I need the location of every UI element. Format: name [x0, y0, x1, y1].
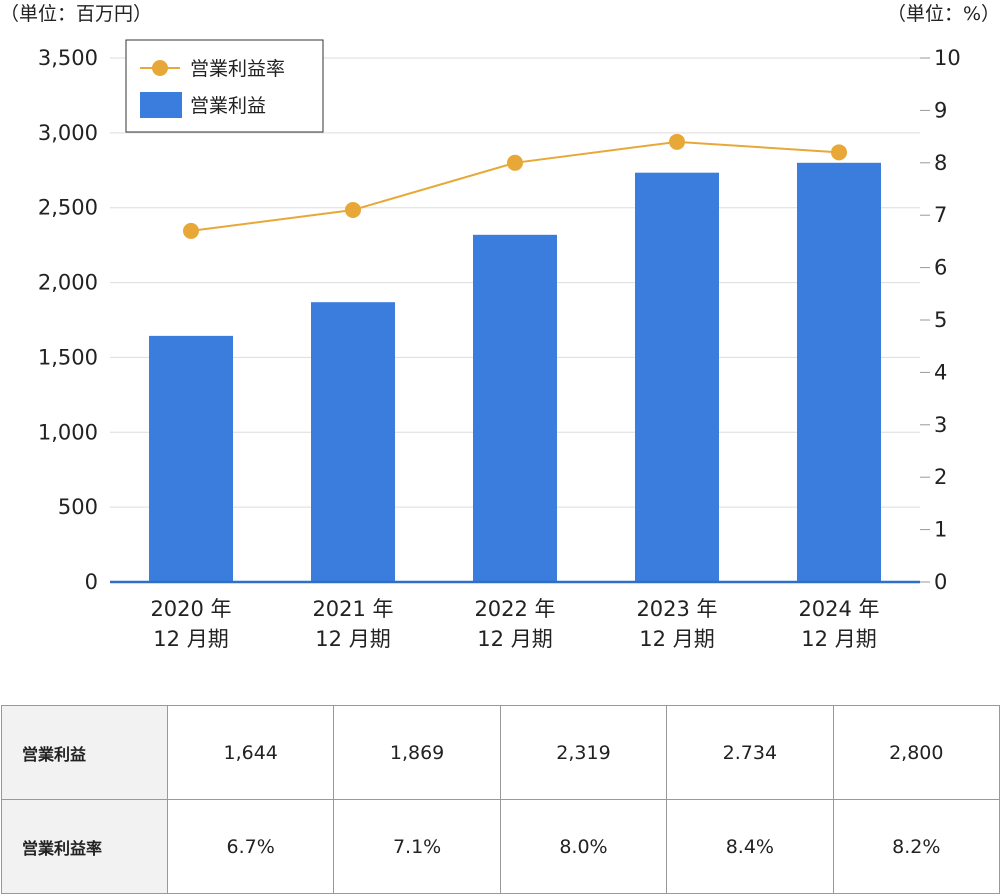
table-cell: 2,800: [832, 705, 1001, 800]
left-tick-label: 2,500: [38, 196, 98, 220]
row-label: 営業利益率: [1, 799, 168, 894]
right-tick-label: 8: [934, 151, 947, 175]
table-cell: 8.0%: [499, 799, 668, 894]
table-cell: 8.4%: [666, 799, 834, 894]
legend-label: 営業利益: [190, 95, 266, 117]
table-cell: 2.734: [666, 705, 834, 800]
bar-series: [149, 162, 881, 583]
left-tick-label: 500: [58, 495, 98, 519]
category-label-line2: 12 月期: [801, 627, 876, 651]
line-point: [669, 133, 685, 150]
line-point: [345, 201, 361, 218]
legend-line-marker: [152, 60, 168, 76]
line-series: [183, 133, 847, 239]
right-tick-label: 3: [934, 413, 947, 437]
data-table: 営業利益 1,644 1,869 2,319 2.734 2,800 営業利益率…: [1, 705, 1001, 894]
category-labels: 2020 年 12 月期 2021 年 12 月期 2022 年 12 月期 2023 年 1…: [150, 597, 879, 651]
category-label-line2: 12 月期: [153, 627, 228, 651]
chart: （単位：百万円） （単位：%） 0 500 1,000 1,500 2,000 2,500…: [0, 3, 1000, 651]
category-label-line1: 2021 年: [312, 597, 393, 621]
right-tick-label: 5: [934, 308, 947, 332]
row-label: 営業利益: [1, 705, 168, 800]
right-axis-ticks: 0 1 2 3 4 5 6 7 8 9 10: [920, 46, 961, 594]
left-tick-label: 1,500: [38, 345, 98, 369]
left-tick-label: 3,000: [38, 121, 98, 145]
category-label-line1: 2022 年: [474, 597, 555, 621]
right-tick-label: 2: [934, 465, 947, 489]
right-tick-label: 10: [934, 46, 961, 70]
table-row-operating-margin: 営業利益率 6.7% 7.1% 8.0% 8.4% 8.2%: [1, 799, 1001, 894]
category-label-line1: 2023 年: [636, 597, 717, 621]
table-row-operating-profit: 営業利益 1,644 1,869 2,319 2.734 2,800: [1, 705, 1001, 800]
left-axis-ticks: 0 500 1,000 1,500 2,000 2,500 3,000 3,500: [38, 46, 98, 594]
bar: [473, 234, 557, 583]
bar: [311, 302, 395, 582]
left-tick-label: 0: [85, 570, 98, 594]
right-tick-label: 0: [934, 570, 947, 594]
right-tick-label: 4: [934, 360, 947, 384]
table-cell: 2,319: [499, 705, 668, 800]
legend-label: 営業利益率: [190, 58, 285, 80]
left-axis-unit: （単位：百万円）: [0, 3, 152, 25]
line-point: [507, 154, 523, 171]
table-cell: 8.2%: [832, 799, 1001, 894]
left-tick-label: 1,000: [38, 420, 98, 444]
bar: [797, 162, 881, 583]
category-label-line2: 12 月期: [639, 627, 714, 651]
category-label-line1: 2024 年: [798, 597, 879, 621]
right-axis-unit: （単位：%）: [887, 3, 1000, 25]
right-tick-label: 6: [934, 256, 947, 280]
right-tick-label: 7: [934, 203, 947, 227]
table-cell: 1,644: [166, 705, 335, 800]
table-cell: 7.1%: [333, 799, 501, 894]
category-label-line2: 12 月期: [315, 627, 390, 651]
category-label-line1: 2020 年: [150, 597, 231, 621]
category-label-line2: 12 月期: [477, 627, 552, 651]
table-cell: 6.7%: [166, 799, 335, 894]
line-point: [183, 222, 199, 239]
line-point: [831, 144, 847, 161]
left-tick-label: 2,000: [38, 271, 98, 295]
legend-bar-swatch: [140, 92, 182, 118]
right-tick-label: 9: [934, 98, 947, 122]
table-cell: 1,869: [333, 705, 501, 800]
left-tick-label: 3,500: [38, 46, 98, 70]
legend-box: [125, 39, 324, 133]
right-tick-label: 1: [934, 518, 947, 542]
bar: [149, 335, 233, 582]
bar: [635, 172, 719, 582]
